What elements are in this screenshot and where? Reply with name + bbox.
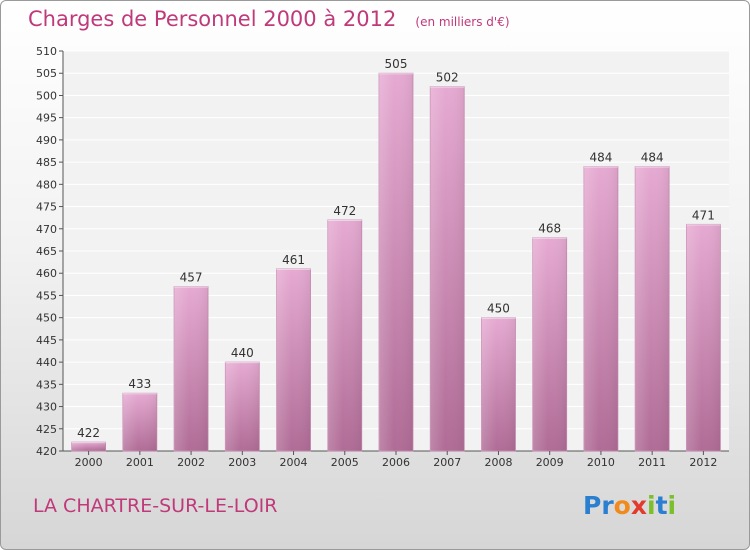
x-axis-ticks: 2000 2001 2002 2003 2004 2005 2006 2007 2008 2009… [75, 451, 717, 469]
logo-letter: P [583, 491, 602, 520]
y-tick-label: 470 [36, 223, 57, 236]
y-tick-label: 505 [36, 67, 57, 80]
data-label-2002: 457 [180, 271, 203, 285]
x-tick-label-2007: 2007 [433, 456, 461, 469]
y-tick-label: 440 [36, 356, 57, 369]
y-tick-label: 435 [36, 378, 57, 391]
proxiti-logo[interactable]: Proxiti [583, 491, 676, 520]
bar-shine-2010 [583, 166, 618, 452]
chart-title-block: Charges de Personnel 2000 à 2012 (en mil… [28, 7, 510, 31]
y-tick-label: 495 [36, 112, 57, 125]
commune-name: LA CHARTRE-SUR-LE-LOIR [33, 495, 278, 517]
data-label-2005: 472 [333, 204, 356, 218]
data-label-2006: 505 [385, 57, 408, 71]
data-label-2001: 433 [128, 377, 151, 391]
data-label-2003: 440 [231, 346, 254, 360]
y-tick-label: 465 [36, 245, 57, 258]
bar-shine-2006 [379, 73, 413, 451]
x-tick-label-2001: 2001 [126, 456, 154, 469]
bar-shine-2005 [327, 219, 362, 451]
x-tick-label-2011: 2011 [638, 456, 666, 469]
bar-shine-2000 [71, 442, 106, 451]
x-tick-label-2004: 2004 [280, 456, 308, 469]
logo-letter: x [630, 491, 647, 520]
y-tick-label: 485 [36, 156, 57, 169]
y-tick-label: 490 [36, 134, 57, 147]
y-tick-label: 450 [36, 312, 57, 325]
bar-shine-2004 [276, 268, 311, 451]
data-labels: 422 433 457 440 461 472 505 502 450 468 484 484 471 [77, 57, 715, 440]
y-tick-label: 480 [36, 178, 57, 191]
x-tick-label-2009: 2009 [536, 456, 564, 469]
x-tick-label-2005: 2005 [331, 456, 359, 469]
y-tick-label: 475 [36, 201, 57, 214]
y-tick-label: 510 [36, 45, 57, 58]
y-tick-label: 420 [36, 445, 57, 458]
x-tick-label-2002: 2002 [177, 456, 205, 469]
chart-subtitle: (en milliers d'€) [415, 15, 510, 29]
x-tick-label-2012: 2012 [689, 456, 717, 469]
logo-letter: r [601, 491, 614, 520]
y-tick-label: 430 [36, 401, 57, 414]
bar-shine-2002 [174, 286, 209, 451]
x-tick-label-2008: 2008 [484, 456, 512, 469]
data-label-2004: 461 [282, 253, 305, 267]
logo-letter: t [655, 491, 668, 520]
data-label-2011: 484 [641, 151, 664, 165]
y-tick-label: 425 [36, 423, 57, 436]
y-tick-label: 445 [36, 334, 57, 347]
logo-letter: o [613, 491, 631, 520]
bar-shine-2012 [686, 224, 721, 451]
x-tick-label-2003: 2003 [228, 456, 256, 469]
data-label-2012: 471 [692, 208, 715, 222]
data-label-2007: 502 [436, 71, 459, 85]
data-label-2008: 450 [487, 302, 510, 316]
logo-letter: i [647, 491, 656, 520]
data-label-2009: 468 [538, 222, 561, 236]
bars [71, 72, 721, 452]
chart-title: Charges de Personnel 2000 à 2012 [28, 7, 397, 31]
data-label-2010: 484 [589, 151, 612, 165]
x-tick-label-2010: 2010 [587, 456, 615, 469]
bar-shine-2011 [635, 166, 670, 452]
x-tick-label-2006: 2006 [382, 456, 410, 469]
data-label-2000: 422 [77, 426, 100, 440]
bar-shine-2009 [532, 237, 567, 451]
bar-shine-2008 [481, 317, 516, 451]
y-axis-ticks: 420 425 430 435 440 445 450 455 460 465 470 475 480 4… [36, 45, 63, 458]
bar-shine-2001 [122, 393, 157, 451]
logo-letter: i [667, 491, 677, 520]
y-tick-label: 455 [36, 289, 57, 302]
bar-shine-2007 [430, 86, 465, 452]
bar-shine-2003 [225, 362, 260, 451]
y-tick-label: 500 [36, 89, 57, 102]
x-tick-label-2000: 2000 [75, 456, 103, 469]
y-tick-label: 460 [36, 267, 57, 280]
